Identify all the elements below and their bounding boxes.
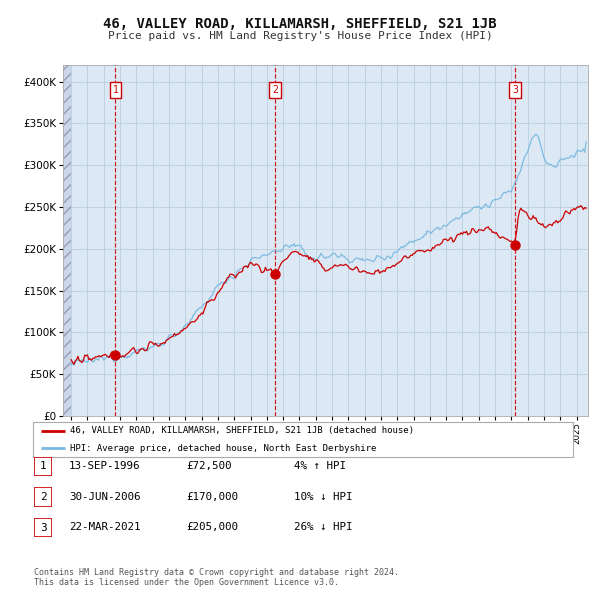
Text: £205,000: £205,000 — [186, 523, 238, 532]
Text: 1: 1 — [40, 461, 47, 471]
Text: Price paid vs. HM Land Registry's House Price Index (HPI): Price paid vs. HM Land Registry's House … — [107, 31, 493, 41]
Text: Contains HM Land Registry data © Crown copyright and database right 2024.
This d: Contains HM Land Registry data © Crown c… — [34, 568, 399, 587]
Text: 10% ↓ HPI: 10% ↓ HPI — [294, 492, 353, 502]
Text: HPI: Average price, detached house, North East Derbyshire: HPI: Average price, detached house, Nort… — [70, 444, 376, 453]
Text: 22-MAR-2021: 22-MAR-2021 — [69, 523, 140, 532]
Text: 13-SEP-1996: 13-SEP-1996 — [69, 461, 140, 471]
Text: 4% ↑ HPI: 4% ↑ HPI — [294, 461, 346, 471]
Text: 2: 2 — [272, 85, 278, 95]
Bar — [63, 65, 71, 416]
FancyBboxPatch shape — [33, 422, 573, 457]
Text: 3: 3 — [40, 523, 47, 533]
Text: 26% ↓ HPI: 26% ↓ HPI — [294, 523, 353, 532]
Text: 46, VALLEY ROAD, KILLAMARSH, SHEFFIELD, S21 1JB (detached house): 46, VALLEY ROAD, KILLAMARSH, SHEFFIELD, … — [70, 426, 414, 435]
Text: £72,500: £72,500 — [186, 461, 232, 471]
Text: 1: 1 — [112, 85, 118, 95]
Text: 30-JUN-2006: 30-JUN-2006 — [69, 492, 140, 502]
FancyBboxPatch shape — [34, 518, 52, 537]
Text: 3: 3 — [512, 85, 518, 95]
Bar — [63, 65, 71, 416]
Text: £170,000: £170,000 — [186, 492, 238, 502]
FancyBboxPatch shape — [34, 457, 52, 476]
Text: 46, VALLEY ROAD, KILLAMARSH, SHEFFIELD, S21 1JB: 46, VALLEY ROAD, KILLAMARSH, SHEFFIELD, … — [103, 17, 497, 31]
Text: 2: 2 — [40, 492, 47, 502]
FancyBboxPatch shape — [34, 487, 52, 507]
